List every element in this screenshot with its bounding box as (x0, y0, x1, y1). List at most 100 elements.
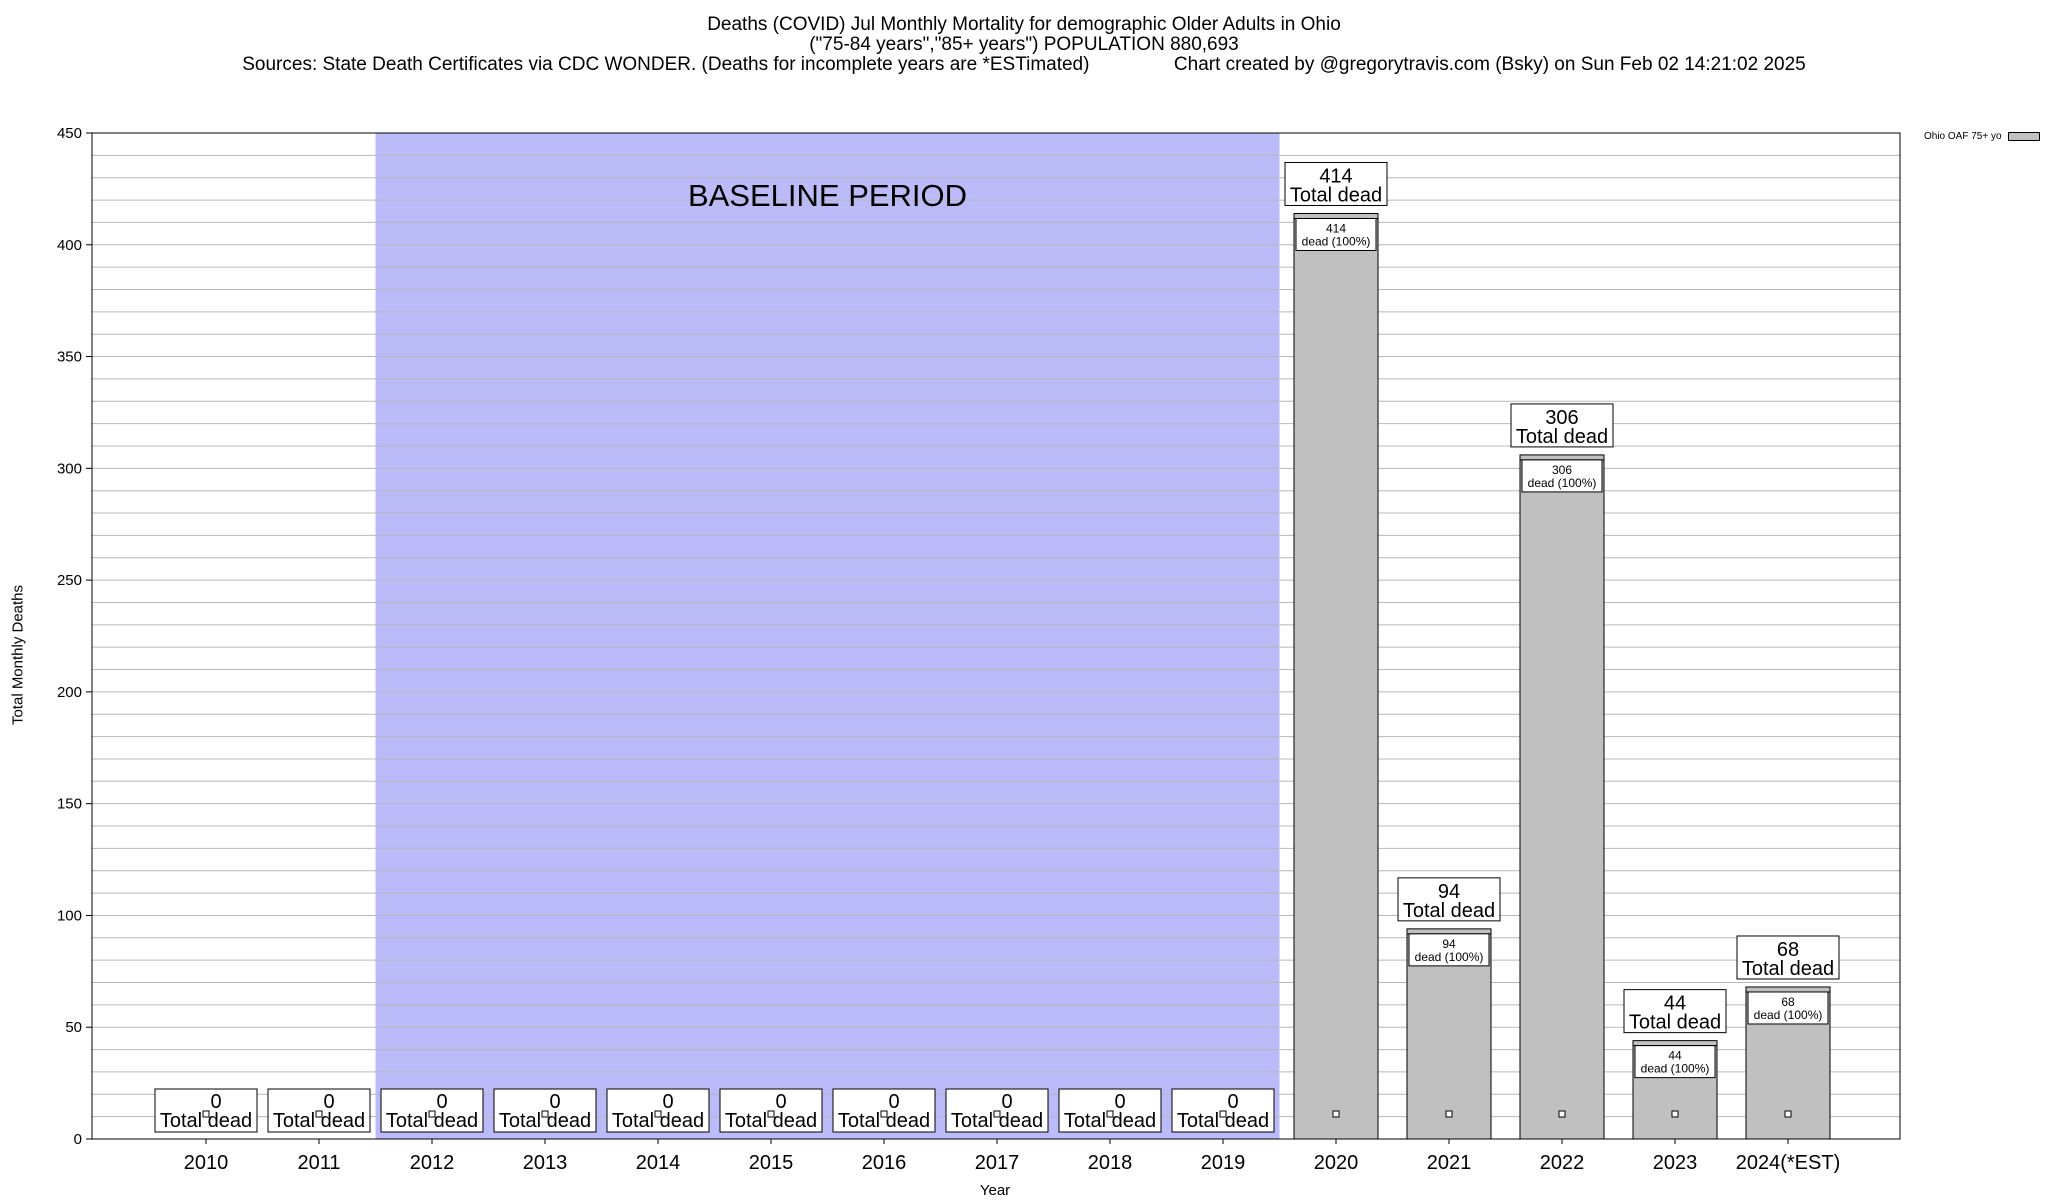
total-label-value: 44 (1664, 993, 1686, 1015)
zero-marker (654, 1110, 662, 1118)
chart-title-line-3: Sources: State Death Certificates via CD… (242, 54, 1806, 75)
x-tick-label: 2020 (1314, 1152, 1359, 1174)
x-tick-label: 2017 (975, 1152, 1020, 1174)
total-label-text: Total dead (1177, 1110, 1269, 1132)
inner-label-text: dead (100%) (1528, 476, 1597, 490)
total-label-text: Total dead (499, 1110, 591, 1132)
total-label-value: 0 (888, 1091, 899, 1113)
x-tick-label: 2011 (297, 1152, 340, 1174)
zero-marker (541, 1110, 549, 1118)
y-tick-label: 100 (57, 907, 82, 924)
total-label-text: Total dead (725, 1110, 817, 1132)
inner-label-value: 414 (1326, 221, 1346, 235)
total-label-value: 306 (1545, 407, 1578, 429)
total-label-box (1510, 403, 1614, 448)
zero-marker (1219, 1110, 1227, 1118)
inner-label-value: 68 (1781, 995, 1795, 1009)
inner-label-value: 44 (1668, 1049, 1682, 1063)
x-tick-label: 2018 (1088, 1152, 1133, 1174)
total-label-text: Total dead (838, 1110, 930, 1132)
x-tick-label: 2015 (749, 1152, 794, 1174)
y-tick-label: 150 (57, 796, 82, 813)
x-tick-label: 2024(*EST) (1736, 1152, 1841, 1174)
zero-marker (1671, 1110, 1679, 1118)
inner-label-box (1634, 1045, 1716, 1079)
inner-label-box (1747, 991, 1829, 1025)
x-axis-label: Year (979, 1182, 1011, 1199)
total-label-text: Total dead (273, 1110, 365, 1132)
inner-label-text: dead (100%) (1302, 234, 1371, 248)
inner-label-box (1408, 933, 1490, 967)
y-tick-label: 50 (65, 1019, 82, 1036)
zero-marker (1558, 1110, 1566, 1118)
y-tick-label: 350 (57, 349, 82, 366)
zero-marker (1784, 1110, 1792, 1118)
zero-marker (315, 1110, 323, 1118)
zero-marker (1445, 1110, 1453, 1118)
total-label-value: 0 (549, 1091, 560, 1113)
zero-marker (1106, 1110, 1114, 1118)
total-label-box (1284, 161, 1388, 206)
y-tick-label: 400 (57, 237, 82, 254)
baseline-band (375, 133, 1280, 1139)
inner-label-box (1521, 459, 1603, 493)
total-label-text: Total dead (160, 1110, 252, 1132)
total-label-value: 0 (775, 1091, 786, 1113)
total-label-text: Total dead (1742, 958, 1834, 980)
total-label-box (1397, 877, 1501, 922)
total-label-box (832, 1088, 936, 1133)
total-label-text: Total dead (612, 1110, 704, 1132)
x-tick-label: 2014 (636, 1152, 681, 1174)
zero-marker (767, 1110, 775, 1118)
y-tick-label: 0 (74, 1131, 82, 1148)
legend-swatch (2007, 132, 2040, 141)
inner-label-value: 94 (1442, 937, 1456, 951)
x-tick-label: 2023 (1653, 1152, 1698, 1174)
total-label-value: 0 (210, 1091, 221, 1113)
total-label-text: Total dead (1516, 426, 1608, 448)
y-tick-label: 200 (57, 684, 82, 701)
total-label-value: 0 (1001, 1091, 1012, 1113)
total-label-box (606, 1088, 710, 1133)
total-label-box (267, 1088, 371, 1133)
total-label-box (1623, 989, 1727, 1034)
plot-frame (91, 132, 1901, 1140)
total-label-value: 0 (662, 1091, 673, 1113)
zero-marker (993, 1110, 1001, 1118)
total-label-value: 0 (323, 1091, 334, 1113)
inner-label-box (1295, 217, 1377, 251)
legend-entry-label: Ohio OAF 75+ yo (1924, 131, 2002, 142)
x-tick-label: 2021 (1427, 1152, 1472, 1174)
inner-label-text: dead (100%) (1415, 950, 1484, 964)
x-tick-label: 2016 (862, 1152, 907, 1174)
total-label-value: 94 (1438, 881, 1460, 903)
total-label-text: Total dead (1290, 184, 1382, 206)
x-tick-label: 2022 (1540, 1152, 1585, 1174)
y-tick-label: 450 (57, 125, 82, 142)
total-label-value: 0 (1114, 1091, 1125, 1113)
zero-marker (202, 1110, 210, 1118)
chart-title-line-2: ("75-84 years","85+ years") POPULATION 8… (809, 34, 1239, 55)
total-label-value: 0 (1227, 1091, 1238, 1113)
x-tick-label: 2012 (410, 1152, 455, 1174)
inner-label-text: dead (100%) (1641, 1062, 1710, 1076)
y-tick-label: 300 (57, 460, 82, 477)
total-label-box (1736, 935, 1840, 980)
x-tick-label: 2010 (184, 1152, 229, 1174)
total-label-text: Total dead (1629, 1012, 1721, 1034)
x-tick-label: 2013 (523, 1152, 568, 1174)
inner-label-value: 306 (1552, 463, 1572, 477)
zero-marker (1332, 1110, 1340, 1118)
total-label-text: Total dead (951, 1110, 1043, 1132)
zero-marker (428, 1110, 436, 1118)
total-label-value: 0 (436, 1091, 447, 1113)
total-label-text: Total dead (1403, 900, 1495, 922)
total-label-text: Total dead (1064, 1110, 1156, 1132)
zero-marker (880, 1110, 888, 1118)
inner-label-text: dead (100%) (1754, 1008, 1823, 1022)
legend: Ohio OAF 75+ yo (1924, 131, 2040, 142)
total-label-value: 68 (1777, 939, 1799, 961)
total-label-text: Total dead (386, 1110, 478, 1132)
x-tick-label: 2019 (1201, 1152, 1246, 1174)
